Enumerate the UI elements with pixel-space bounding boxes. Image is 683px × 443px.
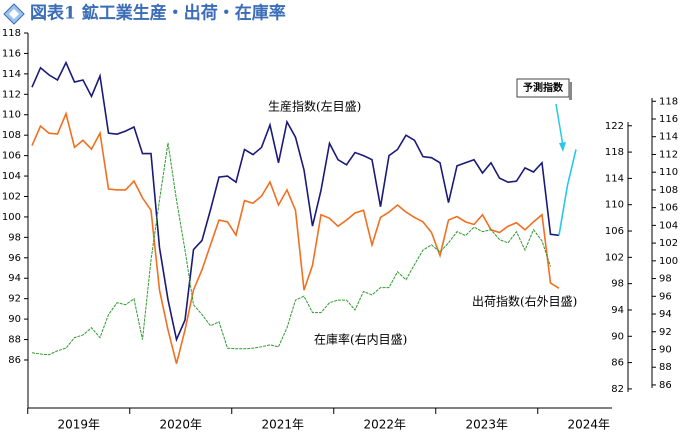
y2-tick-label: 82 — [611, 384, 624, 395]
y3-tick-label: 118 — [659, 96, 678, 107]
series-line — [558, 149, 577, 236]
annotation: 在庫率(右内目盛) — [314, 332, 407, 347]
arrow-head — [559, 142, 566, 152]
box-shadow — [569, 82, 572, 100]
series-line — [31, 142, 551, 356]
y2-tick-label: 118 — [605, 147, 624, 158]
y-tick-label: 106 — [2, 151, 21, 162]
y3-tick-label: 104 — [659, 220, 678, 231]
y3-tick-label: 106 — [659, 203, 678, 214]
arrow — [555, 103, 564, 147]
y2-tick-label: 90 — [611, 331, 624, 342]
y2-tick-label: 86 — [611, 358, 624, 369]
y3-tick-label: 116 — [659, 114, 678, 125]
y3-tick-label: 108 — [659, 185, 678, 196]
y-tick-label: 90 — [8, 314, 21, 325]
y-tick-label: 116 — [2, 48, 21, 59]
y-tick-label: 100 — [2, 212, 21, 223]
series-line — [31, 60, 560, 343]
annotation: 出荷指数(右外目盛) — [472, 294, 577, 309]
y3-tick-label: 102 — [659, 238, 678, 249]
y2-tick-label: 106 — [605, 226, 624, 237]
y3-tick-label: 100 — [659, 256, 678, 267]
x-tick-label: 2022年 — [363, 418, 406, 432]
y2-tick-label: 94 — [611, 305, 624, 316]
y2-tick-label: 114 — [605, 173, 624, 184]
y-tick-label: 98 — [8, 232, 21, 243]
y-tick-label: 110 — [2, 110, 21, 121]
y3-tick-label: 86 — [659, 380, 672, 391]
y2-tick-label: 102 — [605, 252, 624, 263]
y-tick-label: 96 — [8, 253, 21, 264]
y-tick-label: 118 — [2, 28, 21, 39]
x-tick-label: 2023年 — [465, 418, 508, 432]
y3-tick-label: 110 — [659, 167, 678, 178]
x-tick-label: 2024年 — [567, 418, 610, 432]
x-tick-label: 2021年 — [261, 418, 304, 432]
y-tick-label: 104 — [2, 171, 21, 182]
y3-tick-label: 90 — [659, 344, 672, 355]
y-tick-label: 94 — [8, 273, 21, 284]
y3-tick-label: 88 — [659, 362, 672, 373]
y2-tick-label: 122 — [605, 121, 624, 132]
forecast-label: 予測指数 — [523, 81, 564, 94]
y3-tick-label: 94 — [659, 309, 672, 320]
y-tick-label: 92 — [8, 294, 21, 305]
y-tick-label: 102 — [2, 191, 21, 202]
chart-title: 図表1 鉱工業生産・出荷・在庫率 — [30, 3, 286, 24]
y3-tick-label: 112 — [659, 149, 678, 160]
y3-tick-label: 114 — [659, 132, 678, 143]
y2-tick-label: 110 — [605, 200, 624, 211]
series-line — [31, 111, 560, 364]
y2-tick-label: 98 — [611, 279, 624, 290]
x-tick-label: 2020年 — [159, 418, 202, 432]
y-tick-label: 88 — [8, 335, 21, 346]
y-tick-label: 112 — [2, 89, 21, 100]
y3-tick-label: 96 — [659, 291, 672, 302]
y3-tick-label: 98 — [659, 274, 672, 285]
y-tick-label: 108 — [2, 130, 21, 141]
y3-tick-label: 92 — [659, 327, 672, 338]
title-icon — [3, 3, 25, 25]
annotation: 生産指数(左目盛) — [268, 99, 361, 114]
y-tick-label: 114 — [2, 69, 21, 80]
y-tick-label: 86 — [8, 355, 21, 366]
x-tick-label: 2019年 — [57, 418, 100, 432]
